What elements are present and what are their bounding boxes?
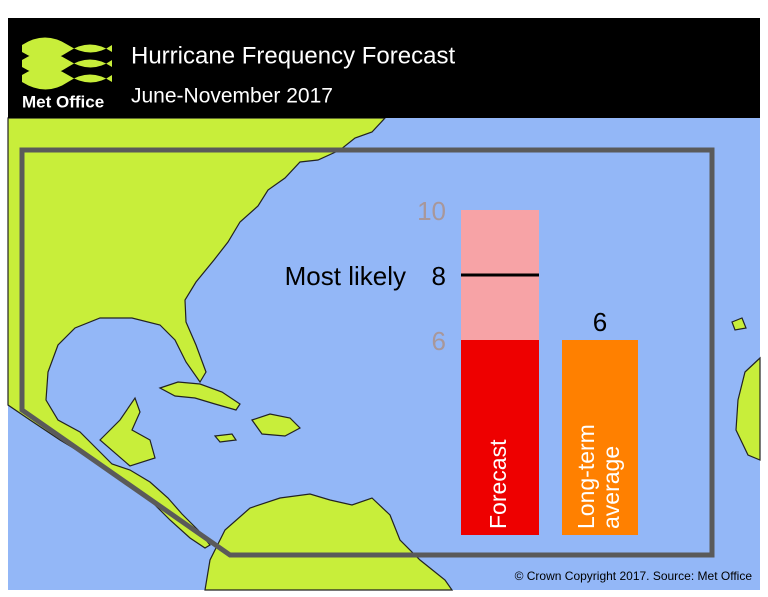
logo-waves: [22, 37, 112, 90]
average-label: average: [598, 446, 624, 529]
yucatan: [99, 396, 156, 467]
header: [8, 18, 760, 118]
range-high-label: 10: [417, 196, 446, 226]
average-value-label: 6: [593, 307, 607, 337]
most-likely-label: Most likely: [285, 261, 406, 291]
title: Hurricane Frequency Forecast: [131, 42, 455, 69]
cuba: [158, 381, 241, 411]
average-label: Long-term: [573, 424, 599, 529]
forecast-region: [19, 147, 715, 558]
forecast-label: Forecast: [485, 439, 511, 529]
island: [731, 317, 747, 331]
north-america: [7, 117, 387, 549]
south-america: [204, 493, 454, 591]
subtitle: June-November 2017: [131, 85, 333, 108]
most-likely-value: 8: [432, 261, 446, 291]
average-bar: [562, 340, 638, 535]
logo-text: Met Office: [22, 92, 104, 111]
hispaniola: [251, 413, 301, 437]
forecast-bar: [461, 340, 539, 535]
credit: © Crown Copyright 2017. Source: Met Offi…: [515, 569, 753, 583]
jamaica: [213, 433, 238, 443]
africa: [735, 356, 761, 461]
range-low-label: 6: [432, 326, 446, 356]
map: [7, 117, 761, 591]
